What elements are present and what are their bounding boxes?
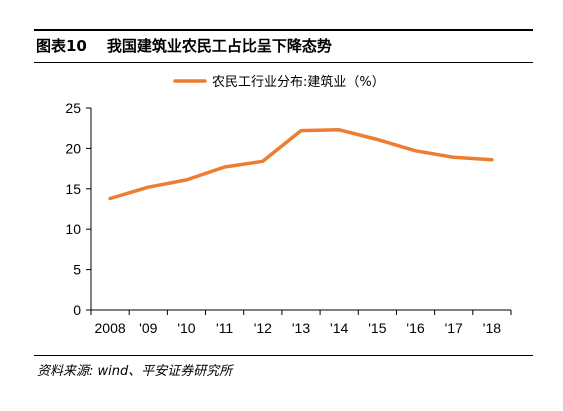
y-tick-label: 10: [65, 221, 81, 237]
figure-title: 我国建筑业农民工占比呈下降态势: [106, 37, 332, 55]
top-rule: [34, 29, 533, 31]
x-tick-label: '12: [254, 320, 272, 336]
x-tick-label: '16: [406, 320, 424, 336]
y-tick-label: 5: [73, 262, 81, 278]
y-tick-label: 0: [73, 302, 81, 318]
chart-title: 图表10 我国建筑业农民工占比呈下降态势: [36, 35, 332, 56]
x-tick-label: '09: [139, 320, 157, 336]
x-tick-label: '14: [330, 320, 348, 336]
y-tick-label: 25: [65, 100, 81, 116]
x-tick-label: '10: [177, 320, 195, 336]
x-tick-label: '15: [368, 320, 386, 336]
x-tick-label: '13: [292, 320, 310, 336]
source-rule: [34, 355, 533, 356]
source-note: 资料来源: wind、平安证券研究所: [37, 364, 233, 379]
x-tick-label: '11: [216, 320, 233, 336]
y-tick-label: 15: [65, 181, 81, 197]
figure-number: 图表10: [36, 37, 87, 55]
x-tick-label: 2008: [95, 320, 126, 336]
title-rule: [34, 62, 533, 63]
series-line: [108, 128, 494, 201]
y-tick-label: 20: [65, 140, 81, 156]
x-tick-label: '18: [483, 320, 501, 336]
x-tick-label: '17: [445, 320, 463, 336]
legend-label: 农民工行业分布:建筑业（%）: [212, 74, 385, 90]
